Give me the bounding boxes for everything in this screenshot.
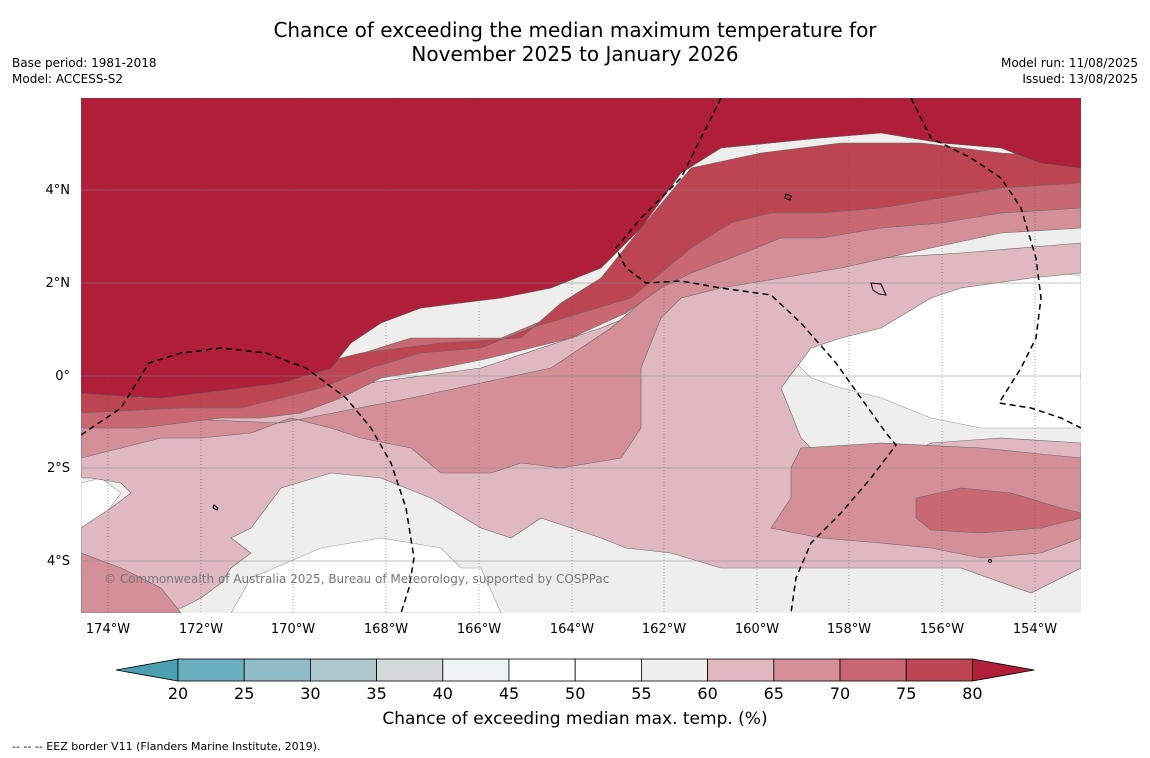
lon-label-170w: 170°W [270, 622, 316, 637]
colorbar-segment [508, 658, 576, 682]
colorbar-segment [773, 658, 841, 682]
island-3 [212, 504, 219, 511]
colorbar-extend-high [972, 658, 1035, 682]
lon-label-158w: 158°W [826, 622, 872, 637]
colorbar-segment [905, 658, 973, 682]
lon-label-168w: 168°W [363, 622, 409, 637]
meta-left: Base period: 1981-2018 Model: ACCESS-S2 [12, 55, 157, 87]
colorbar-tick-label: 50 [565, 684, 586, 703]
colorbar-segment [376, 658, 444, 682]
colorbar-tick-label: 35 [366, 684, 387, 703]
colorbar-extend-low [115, 658, 179, 682]
colorbar-tick-label: 40 [432, 684, 453, 703]
lon-label-162w: 162°W [641, 622, 687, 637]
lon-label-172w: 172°W [178, 622, 224, 637]
lon-label-156w: 156°W [919, 622, 965, 637]
base-period: Base period: 1981-2018 [12, 56, 157, 70]
map-title: Chance of exceeding the median maximum t… [0, 18, 1150, 66]
eez-footnote: -- -- -- EEZ border V11 (Flanders Marine… [12, 740, 321, 753]
colorbar-tick-label: 30 [300, 684, 321, 703]
lat-label-4s: 4°S [46, 554, 70, 569]
region-75-80 [81, 142, 1081, 414]
colorbar-tick-label: 75 [896, 684, 917, 703]
lat-label-2s: 2°S [46, 461, 70, 476]
colorbar-label: Chance of exceeding median max. temp. (%… [382, 709, 768, 729]
island-2 [870, 282, 887, 296]
model-run: Model run: 11/08/2025 [1000, 56, 1138, 70]
island-4 [988, 559, 992, 563]
issued-date: Issued: 13/08/2025 [1022, 72, 1138, 86]
colorbar-segment [309, 658, 377, 682]
gridlines [107, 98, 1036, 613]
colorbar-tick-label: 70 [829, 684, 851, 703]
islands [212, 193, 992, 563]
meta-right: Model run: 11/08/2025 Issued: 13/08/2025 [1001, 55, 1138, 87]
colorbar-tick-label: 60 [697, 684, 718, 703]
eez-borders [81, 98, 1081, 613]
region-80-plus [81, 98, 1081, 399]
lon-label-154w: 154°W [1012, 622, 1058, 637]
lon-label-174w: 174°W [85, 622, 131, 637]
colorbar-segment [177, 658, 245, 682]
colorbar [115, 658, 1035, 682]
lon-label-160w: 160°W [734, 622, 780, 637]
region-65-70-southwest [81, 552, 182, 613]
lat-label-2n: 2°N [45, 276, 71, 291]
lon-label-164w: 164°W [549, 622, 595, 637]
lon-label-166w: 166°W [456, 622, 502, 637]
colorbar-tick-label: 65 [763, 684, 784, 703]
model-name: Model: ACCESS-S2 [12, 72, 124, 86]
title-line-2: November 2025 to January 2026 [411, 42, 739, 66]
island-1 [784, 193, 792, 201]
copyright-notice: © Commonwealth of Australia 2025, Bureau… [104, 572, 610, 586]
colorbar-segment [641, 658, 709, 682]
colorbar-segment [243, 658, 311, 682]
colorbar-segment [442, 658, 510, 682]
lat-label-4n: 4°N [45, 183, 71, 198]
colorbar-segment [839, 658, 907, 682]
lat-gridlines [81, 189, 1081, 562]
colorbar-tick-label: 20 [167, 684, 189, 703]
colorbar-tick-label: 80 [962, 684, 983, 703]
colorbar-segment [707, 658, 775, 682]
lat-label-0: 0° [55, 369, 70, 384]
colorbar-segment [574, 658, 642, 682]
colorbar-tick-label: 45 [498, 684, 520, 703]
map-panel [81, 98, 1081, 613]
region-50-55-south [230, 537, 502, 613]
region-70-75-southeast [915, 487, 1081, 534]
title-line-1: Chance of exceeding the median maximum t… [273, 18, 877, 42]
colorbar-tick-label: 55 [631, 684, 652, 703]
colorbar-tick-label: 25 [234, 684, 255, 703]
